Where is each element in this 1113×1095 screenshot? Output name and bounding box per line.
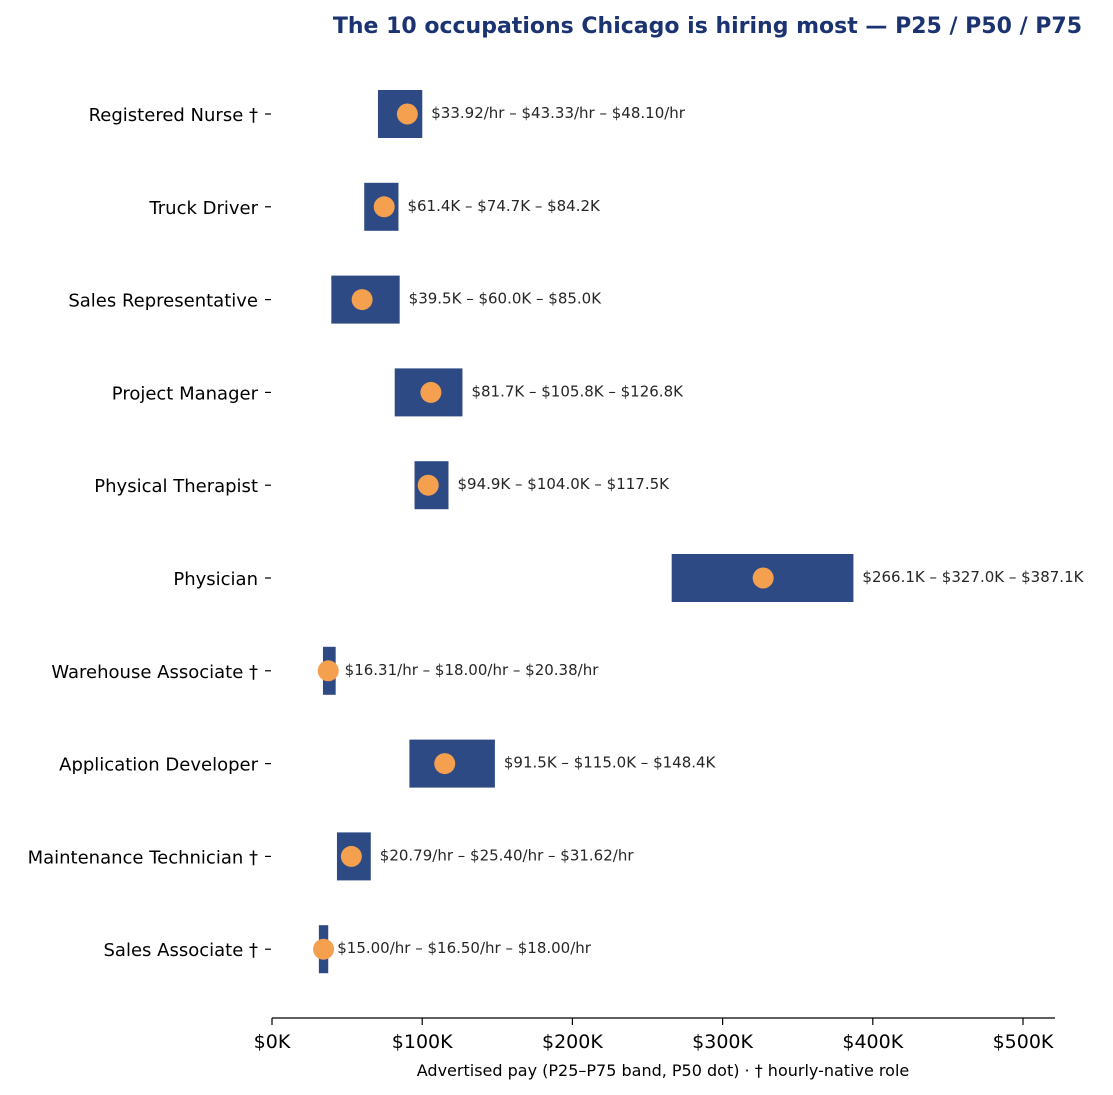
x-tick-label: $400K — [842, 1031, 903, 1053]
p50-dot — [434, 753, 456, 775]
range-label-group: $33.92/hr – $43.33/hr – $48.10/hr $61.4K … — [337, 104, 1084, 957]
range-label: $16.31/hr – $18.00/hr – $20.38/hr — [345, 661, 600, 679]
median-dot-group — [313, 103, 774, 960]
category-label: Application Developer — [59, 755, 258, 776]
range-label: $39.5K – $60.0K – $85.0K — [409, 290, 603, 308]
category-label: Registered Nurse † — [89, 105, 258, 126]
range-label: $33.92/hr – $43.33/hr – $48.10/hr — [431, 104, 686, 122]
range-label: $81.7K – $105.8K – $126.8K — [471, 382, 684, 400]
range-label: $91.5K – $115.0K – $148.4K — [504, 754, 717, 772]
category-label: Truck Driver — [148, 198, 258, 219]
p50-dot — [313, 938, 335, 960]
range-label: $61.4K – $74.7K – $84.2K — [407, 197, 601, 215]
category-label: Warehouse Associate † — [51, 662, 258, 683]
x-tick-label: $200K — [542, 1031, 603, 1053]
range-label: $20.79/hr – $25.40/hr – $31.62/hr — [380, 846, 635, 864]
p50-dot — [373, 196, 395, 218]
p50-dot — [396, 103, 418, 125]
p50-dot — [752, 567, 774, 589]
p50-dot — [340, 845, 362, 867]
category-label: Sales Associate † — [104, 940, 259, 961]
p50-dot — [420, 381, 442, 403]
x-axis: $0K $100K $200K $300K $400K $500K — [254, 1017, 1055, 1053]
p50-dot — [351, 289, 373, 311]
category-label: Project Manager — [112, 383, 259, 404]
p50-dot — [317, 660, 339, 682]
category-label: Physician — [173, 569, 258, 590]
x-tick-label: $0K — [254, 1031, 291, 1053]
category-label: Physical Therapist — [94, 476, 258, 497]
band-group — [318, 90, 854, 974]
x-axis-title: Advertised pay (P25–P75 band, P50 dot) ·… — [417, 1061, 909, 1080]
category-label: Sales Representative — [68, 291, 258, 312]
range-label: $266.1K – $327.0K – $387.1K — [862, 568, 1084, 586]
y-axis: Registered Nurse † Truck Driver Sales Repr… — [28, 105, 271, 961]
range-label: $94.9K – $104.0K – $117.5K — [457, 475, 670, 493]
x-tick-label: $500K — [993, 1031, 1054, 1053]
p50-dot — [417, 474, 439, 496]
chart-title: The 10 occupations Chicago is hiring mos… — [333, 14, 1082, 39]
category-label: Maintenance Technician † — [28, 847, 258, 868]
x-tick-label: $100K — [392, 1031, 453, 1053]
x-tick-label: $300K — [692, 1031, 753, 1053]
range-label: $15.00/hr – $16.50/hr – $18.00/hr — [337, 939, 592, 957]
